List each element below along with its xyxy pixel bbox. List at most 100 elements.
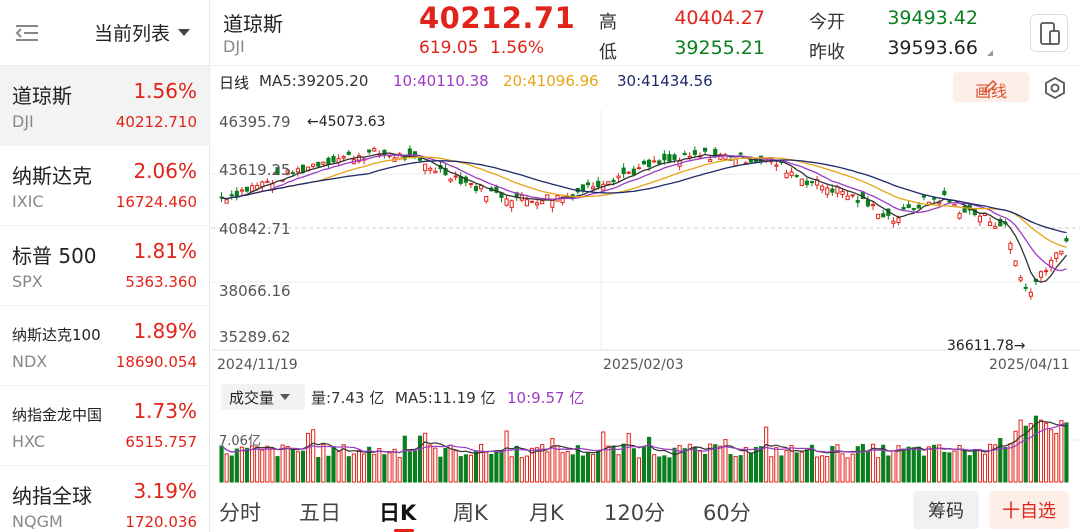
candle-body xyxy=(809,181,815,184)
volume-bar xyxy=(1008,443,1013,483)
volume-bar xyxy=(697,449,703,483)
volume-bar xyxy=(260,449,265,483)
volume-bar xyxy=(911,447,916,483)
volume-bar xyxy=(402,435,407,483)
tab-monthly[interactable]: 月K xyxy=(529,501,564,525)
stock-price: 1720.036 xyxy=(125,513,197,531)
volume-bar xyxy=(977,449,983,483)
candle-body xyxy=(443,167,448,176)
volume-bar xyxy=(972,449,977,483)
period-label[interactable]: 日线 xyxy=(219,74,250,92)
collapse-icon[interactable] xyxy=(14,23,40,43)
volume-bar xyxy=(351,453,356,483)
volume-bar xyxy=(794,452,799,483)
candle-body xyxy=(621,167,626,175)
candle-body xyxy=(825,187,830,195)
kline-svg[interactable] xyxy=(211,110,1080,380)
candle-body xyxy=(591,186,596,190)
candle-body xyxy=(311,163,316,168)
volume-bar xyxy=(896,445,901,483)
candle-body xyxy=(855,200,860,203)
candle-body xyxy=(830,188,835,193)
volume-bar xyxy=(758,446,764,483)
volume-bar xyxy=(407,451,412,483)
volume-bar xyxy=(1013,430,1018,483)
volume-bar xyxy=(290,448,295,483)
add-favorite-button[interactable]: 十自选 xyxy=(989,491,1069,529)
volume-bar xyxy=(611,446,616,483)
list-item[interactable]: 标普 500 SPX 1.81% 5363.360 xyxy=(0,226,209,306)
volume-bar xyxy=(825,456,830,483)
max-price-note: ←45073.63 xyxy=(307,114,386,130)
volume-bar xyxy=(926,446,932,483)
volume-chart[interactable]: 7.06亿 xyxy=(211,414,1080,484)
candles xyxy=(219,145,1069,300)
index-code: DJI xyxy=(223,37,245,56)
volume-bar xyxy=(361,453,367,483)
candle-body xyxy=(529,200,535,203)
chips-button[interactable]: 筹码 xyxy=(913,491,979,529)
volume-bar xyxy=(1038,419,1044,483)
tab-five-day[interactable]: 五日 xyxy=(299,501,341,525)
low-label: 低 xyxy=(599,42,617,63)
list-item[interactable]: 纳指金龙中国 HXC 1.73% 6515.757 xyxy=(0,386,209,466)
volume-bar xyxy=(229,455,234,483)
volume-selector[interactable]: 成交量 xyxy=(221,384,305,410)
volume-bar xyxy=(677,445,682,483)
volume-bar xyxy=(311,429,316,483)
candle-body xyxy=(881,213,886,218)
kline-chart[interactable]: 46395.79 43619.25 40842.71 38066.16 3528… xyxy=(211,110,1080,380)
tab-weekly[interactable]: 周K xyxy=(453,501,488,525)
volume-bar xyxy=(1028,423,1033,483)
ma10-line xyxy=(221,154,1067,272)
tab-60min[interactable]: 60分 xyxy=(703,501,751,525)
chevron-down-icon[interactable] xyxy=(178,29,191,36)
device-switch-icon[interactable] xyxy=(1030,14,1068,52)
volume-bar xyxy=(250,445,255,483)
stock-code: DJI xyxy=(12,112,34,131)
list-title[interactable]: 当前列表 xyxy=(94,23,171,45)
draw-line-button[interactable]: 画线 xyxy=(953,72,1029,102)
tab-daily[interactable]: 日K xyxy=(379,501,417,525)
candle-body xyxy=(524,199,530,207)
volume-bar xyxy=(331,446,336,483)
expand-corner-icon[interactable] xyxy=(987,50,993,56)
volume-bar xyxy=(1033,415,1038,483)
volume-bar xyxy=(876,457,881,483)
tab-intraday[interactable]: 分时 xyxy=(219,501,261,525)
list-item[interactable]: 纳斯达克100 NDX 1.89% 18690.054 xyxy=(0,306,209,386)
x-tick-label: 2025/02/03 xyxy=(603,357,684,373)
stock-change-pct: 2.06% xyxy=(133,159,197,183)
volume-bar xyxy=(921,455,927,483)
candle-body xyxy=(550,199,555,208)
volume-bar xyxy=(728,454,733,483)
stock-price: 6515.757 xyxy=(125,433,197,451)
volume-bar xyxy=(723,439,728,483)
volume-bar xyxy=(891,450,896,483)
volume-bar xyxy=(657,456,662,483)
volume-ma10-line xyxy=(221,423,1067,453)
candle-body xyxy=(957,212,962,219)
volume-bar xyxy=(367,446,372,483)
volume-svg[interactable] xyxy=(211,414,1080,484)
volume-bar xyxy=(575,445,580,483)
settings-icon[interactable] xyxy=(1041,74,1069,102)
low-value: 39255.21 xyxy=(674,37,765,59)
volume-bars xyxy=(219,415,1069,483)
candle-body xyxy=(509,200,514,208)
volume-ma5: MA5:11.19 亿 xyxy=(395,389,496,407)
list-item[interactable]: 道琼斯 DJI 1.56% 40212.710 xyxy=(0,66,209,146)
ma20-line xyxy=(221,156,1067,248)
tab-120min[interactable]: 120分 xyxy=(604,501,666,525)
candle-body xyxy=(865,199,871,207)
volume-bar xyxy=(957,444,962,483)
volume-bar xyxy=(1049,429,1054,483)
list-item[interactable]: 纳斯达克 IXIC 2.06% 16724.460 xyxy=(0,146,209,226)
list-item[interactable]: 纳指全球 NQGM 3.19% 1720.036 xyxy=(0,466,209,532)
volume-bar xyxy=(473,450,479,483)
volume-bar xyxy=(932,444,937,483)
volume-bar xyxy=(1064,422,1069,483)
stock-name: 标普 500 xyxy=(12,244,97,268)
candle-body xyxy=(1028,291,1033,297)
volume-tick-label: 7.06亿 xyxy=(219,434,261,449)
